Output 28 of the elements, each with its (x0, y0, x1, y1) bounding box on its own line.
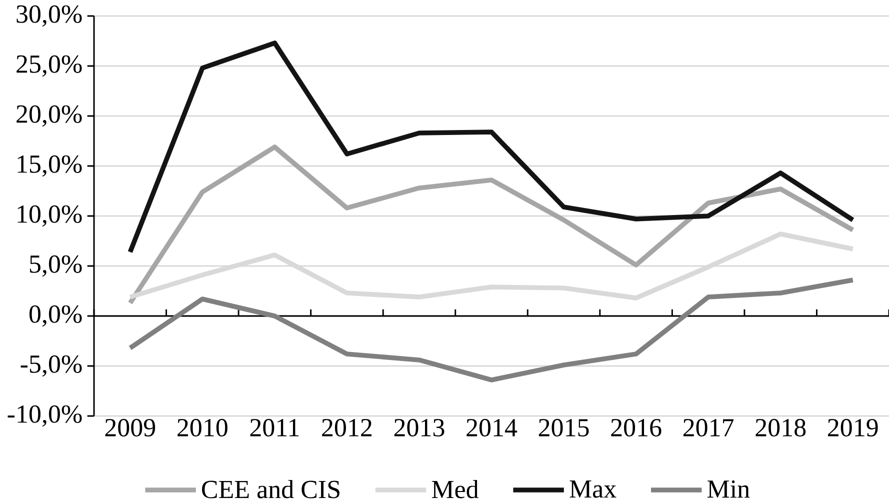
line-series (128, 144, 856, 306)
y-tick-label: -5,0% (20, 355, 82, 377)
x-tick-label: 2016 (611, 418, 662, 436)
y-tick-label: 25,0% (16, 55, 82, 77)
x-tick-label: 2019 (828, 418, 878, 436)
line-series (128, 40, 856, 254)
legend-label: CEE and CIS (202, 480, 340, 498)
x-tick-label: 2010 (178, 418, 228, 436)
line-series (128, 232, 856, 300)
x-tick-label: 2011 (250, 418, 299, 436)
legend-label: Max (570, 480, 616, 498)
x-tick-label: 2017 (683, 418, 734, 436)
y-tick-label: 5,0% (30, 255, 82, 277)
x-tick-label: 2013 (394, 418, 444, 436)
y-tick-label: 30,0% (16, 5, 82, 27)
legend-label: Med (432, 480, 478, 498)
x-tick-label: 2018 (756, 418, 806, 436)
x-tick-label: 2012 (322, 418, 372, 436)
y-tick-label: 15,0% (18, 155, 82, 177)
line-series (128, 278, 856, 382)
x-tick-label: 2014 (466, 418, 518, 436)
legend-label: Min (708, 480, 750, 498)
x-tick-label: 2015 (538, 418, 589, 436)
x-tick-label: 2009 (105, 418, 156, 436)
y-tick-label: 10,0% (18, 205, 82, 227)
y-tick-label: 0,0% (29, 305, 82, 327)
y-tick-label: 20,0% (16, 105, 82, 127)
y-tick-label: -10,0% (8, 405, 82, 427)
